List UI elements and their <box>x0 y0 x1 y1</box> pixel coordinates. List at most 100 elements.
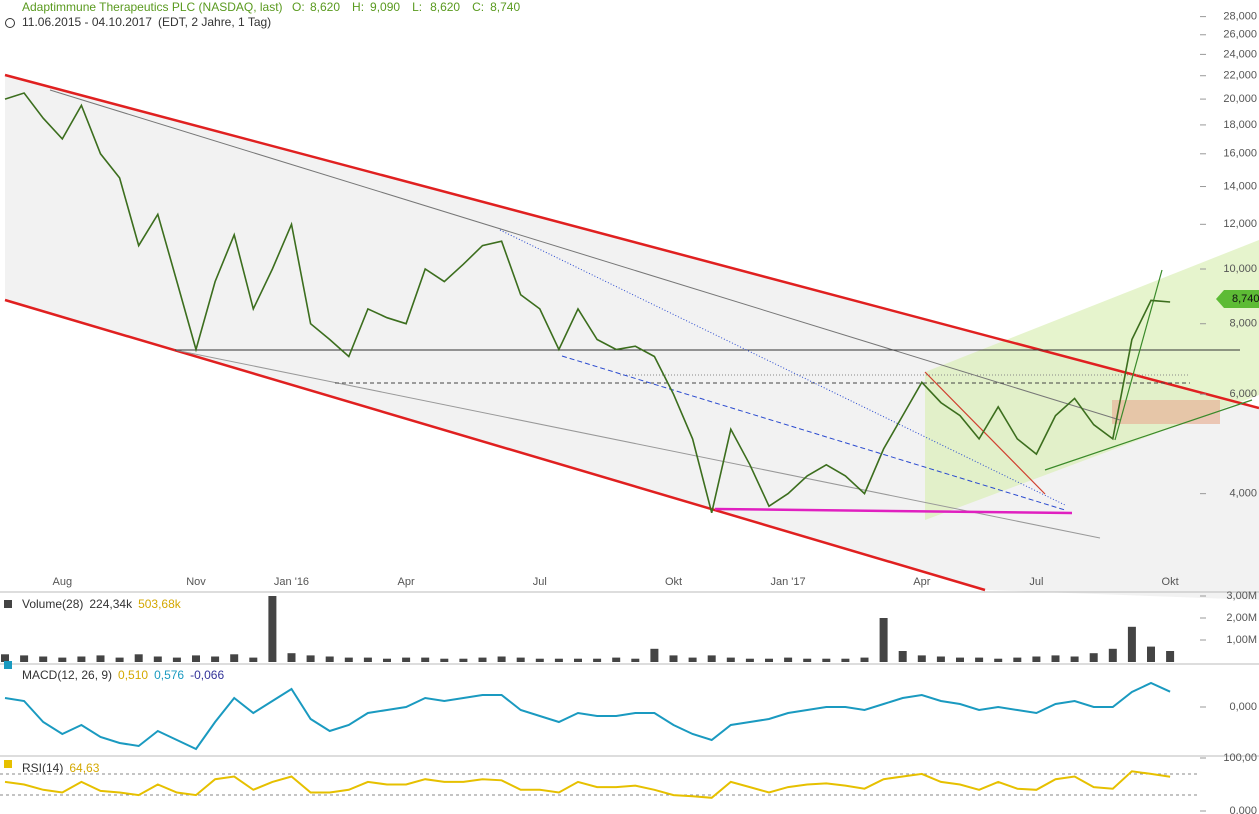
volume-bar <box>363 657 372 662</box>
volume-bar <box>287 653 296 662</box>
date-range: 11.06.2015 - 04.10.2017 <box>22 15 152 29</box>
panel-value: 0,576 <box>154 668 184 682</box>
panel-value: 224,34k <box>89 597 133 611</box>
y-tick-label: 1,00M <box>1226 634 1257 646</box>
volume-bar <box>745 658 754 662</box>
ohlc-label: L: <box>412 0 422 14</box>
volume-bar <box>669 655 678 662</box>
volume-bar <box>153 656 162 662</box>
x-tick-label: Jan '17 <box>771 576 806 588</box>
volume-bar <box>1166 651 1175 662</box>
x-tick-label: Jul <box>533 576 547 588</box>
volume-bar <box>612 657 621 662</box>
panel-title: MACD(12, 26, 9) <box>22 668 112 682</box>
panel-value: 503,68k <box>138 597 182 611</box>
volume-bar <box>956 657 964 662</box>
volume-bar <box>1147 646 1155 662</box>
volume-bar <box>1013 657 1022 662</box>
volume-bar <box>707 655 716 662</box>
x-tick-label: Okt <box>665 576 682 588</box>
y-tick-label: 0,000 <box>1229 701 1257 713</box>
y-tick-label: 4,000 <box>1229 488 1257 500</box>
volume-bar <box>898 651 907 662</box>
volume-bar <box>822 658 831 662</box>
y-tick-label: 6,000 <box>1229 388 1257 400</box>
volume-bar <box>20 655 29 662</box>
volume-bar <box>115 657 124 662</box>
ohlc-value: 8,620 <box>430 0 460 14</box>
volume-bar <box>917 655 926 662</box>
volume-bar <box>497 656 506 662</box>
volume-bar <box>192 655 200 662</box>
volume-bar <box>172 657 181 662</box>
volume-bar <box>535 658 544 662</box>
volume-bar <box>1051 655 1060 662</box>
trend-line <box>1044 399 1253 471</box>
y-tick-label: 0,000 <box>1229 805 1257 814</box>
volume-bar <box>803 658 812 662</box>
title: Adaptimmune Therapeutics PLC (NASDAQ, la… <box>22 0 283 14</box>
y-tick-label: 26,000 <box>1223 29 1257 41</box>
trend-line <box>4 73 1259 410</box>
y-tick-label: 22,000 <box>1223 70 1257 82</box>
y-tick-label: 12,000 <box>1223 218 1257 230</box>
trend-line <box>714 507 1073 515</box>
y-tick-label: 8,000 <box>1229 318 1257 330</box>
y-tick-label: 24,000 <box>1223 48 1257 60</box>
series-line <box>4 681 1171 751</box>
panel-title: Volume(28) <box>22 597 83 611</box>
volume-bar <box>936 656 945 662</box>
y-tick-label: 2,00M <box>1226 612 1257 624</box>
volume-bar <box>96 655 105 662</box>
x-tick-label: Aug <box>53 576 73 588</box>
volume-bar <box>1089 653 1098 662</box>
trend-line <box>4 298 986 592</box>
volume-bar <box>879 618 888 662</box>
ohlc-value: 9,090 <box>370 0 400 14</box>
volume-bar <box>58 657 67 662</box>
trend-line <box>1114 269 1163 441</box>
y-tick-label: 18,000 <box>1223 119 1257 131</box>
volume-bar <box>631 658 640 662</box>
target-zone <box>925 240 1259 520</box>
y-tick-label: 14,000 <box>1223 180 1257 192</box>
volume-bar <box>765 658 773 662</box>
volume-bar <box>975 657 984 662</box>
legend-icon <box>4 600 12 608</box>
y-tick-label: 28,000 <box>1223 11 1257 23</box>
volume-bar <box>249 657 258 662</box>
volume-bar <box>402 657 411 662</box>
ohlc-value: 8,620 <box>310 0 340 14</box>
x-tick-label: Jul <box>1029 576 1043 588</box>
legend-icon <box>4 760 12 768</box>
volume-bar <box>344 657 353 662</box>
panel-title: RSI(14) <box>22 761 63 775</box>
volume-bar <box>478 657 487 662</box>
volume-bar <box>726 657 735 662</box>
volume-bar <box>459 658 468 662</box>
ohlc-label: C: <box>472 0 484 14</box>
volume-bar <box>841 658 850 662</box>
volume-bar <box>134 654 143 662</box>
last-price: 8,740 <box>1232 293 1259 305</box>
y-tick-label: 100,00 <box>1223 752 1257 764</box>
legend-icon <box>4 661 12 669</box>
volume-bar <box>688 657 697 662</box>
volume-bar <box>230 654 239 662</box>
y-tick-label: 20,000 <box>1223 93 1257 105</box>
range-info: (EDT, 2 Jahre, 1 Tag) <box>158 15 271 29</box>
volume-bar <box>784 657 793 662</box>
volume-bar <box>860 657 869 662</box>
volume-bar <box>39 656 48 662</box>
trend-line <box>49 89 1121 421</box>
ohlc-value: 8,740 <box>490 0 520 14</box>
x-tick-label: Apr <box>913 576 930 588</box>
trend-line <box>924 371 1046 495</box>
ohlc-label: O: <box>292 0 305 14</box>
y-tick-label: 10,000 <box>1223 263 1257 275</box>
volume-bar <box>650 648 659 662</box>
series-line <box>4 92 1171 514</box>
x-tick-label: Nov <box>186 576 206 588</box>
volume-bar <box>325 656 334 662</box>
